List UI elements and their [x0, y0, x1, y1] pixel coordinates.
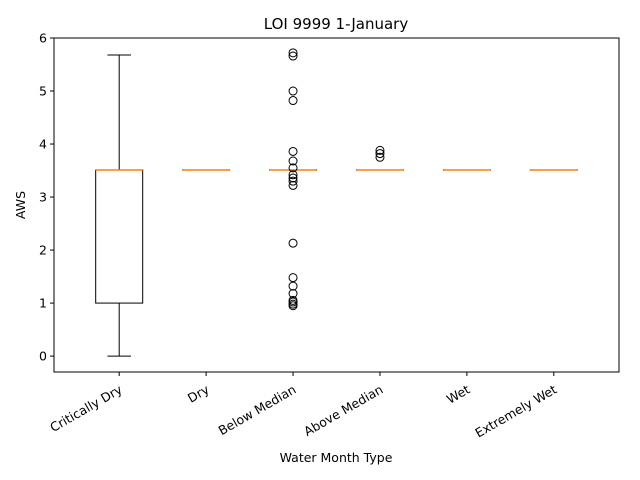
- outlier-point: [288, 48, 298, 58]
- y-tick-label: 4: [39, 137, 47, 152]
- outlier-point: [288, 51, 298, 61]
- outlier-point: [288, 238, 298, 248]
- outlier-point: [288, 96, 298, 106]
- box-group: [269, 48, 318, 311]
- outlier-point: [288, 281, 298, 291]
- chart-title: LOI 9999 1-January: [264, 15, 409, 33]
- outlier-point: [375, 152, 385, 162]
- y-axis-label: AWS: [13, 191, 28, 219]
- y-tick-label: 2: [39, 243, 47, 258]
- y-tick-label: 1: [39, 296, 47, 311]
- y-tick-label: 3: [39, 190, 47, 205]
- outlier-point: [375, 149, 385, 159]
- outlier-point: [288, 173, 298, 183]
- outlier-point: [288, 180, 298, 190]
- outlier-point: [288, 297, 298, 307]
- outlier-point: [288, 163, 298, 173]
- outlier-point: [288, 170, 298, 180]
- outlier-point: [288, 176, 298, 186]
- plot-frame: [53, 37, 620, 373]
- y-tick-label: 5: [39, 84, 47, 99]
- outlier-point: [288, 156, 298, 166]
- outlier-point: [288, 146, 298, 156]
- y-tick-label: 0: [39, 349, 47, 364]
- box-group: [95, 54, 144, 357]
- y-tick-label: 6: [39, 31, 47, 46]
- outlier-point: [288, 301, 298, 311]
- x-axis-label: Water Month Type: [280, 450, 393, 465]
- box-group: [355, 145, 404, 171]
- outlier-point: [288, 86, 298, 96]
- outlier-point: [375, 145, 385, 155]
